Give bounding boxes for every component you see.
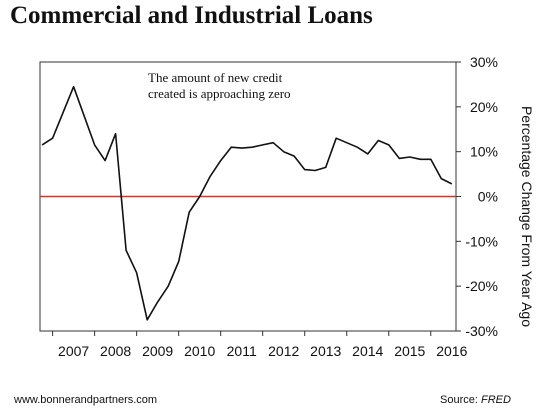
x-tick-label: 2009 — [142, 343, 173, 359]
x-tick-label: 2008 — [100, 343, 131, 359]
y-axis-label: Percentage Change From Year Ago — [519, 106, 535, 327]
x-tick-label: 2016 — [436, 343, 467, 359]
source-prefix: Source: — [440, 394, 481, 406]
y-tick-label: -30% — [465, 323, 498, 339]
plot-area: 30% 20% 10% 0% -10% -20% -30% 2007 2008 2009 2010 2… — [39, 54, 498, 359]
y-tick-label: 20% — [470, 99, 498, 115]
source-name: FRED — [480, 394, 511, 406]
y-tick-label: 30% — [470, 54, 498, 70]
x-tick-label: 2007 — [58, 343, 89, 359]
x-tick-label: 2011 — [227, 343, 257, 359]
series-line — [41, 85, 453, 321]
website-credit: www.bonnerandpartners.com — [14, 394, 158, 406]
x-tick-label: 2012 — [268, 343, 299, 359]
chart-annotation: The amount of new credit created is appr… — [148, 70, 291, 102]
x-tick-label: 2010 — [184, 343, 215, 359]
chart-title: Commercial and Industrial Loans — [10, 2, 373, 29]
y-tick-label: 0% — [478, 189, 498, 205]
annotation-line-2: created is approaching zero — [148, 86, 291, 101]
source-credit: Source: FRED — [440, 394, 511, 406]
y-tick-label: -20% — [465, 278, 498, 294]
annotation-line-1: The amount of new credit — [148, 70, 283, 85]
x-tick-label: 2013 — [310, 343, 341, 359]
y-tick-label: -10% — [465, 233, 498, 249]
y-tick-label: 10% — [470, 144, 498, 160]
x-tick-label: 2015 — [394, 343, 425, 359]
x-tick-label: 2014 — [352, 343, 383, 359]
